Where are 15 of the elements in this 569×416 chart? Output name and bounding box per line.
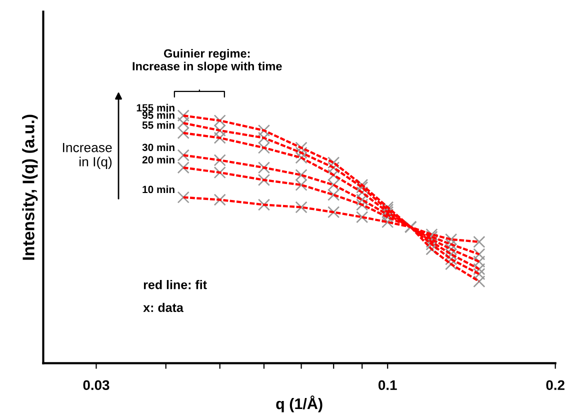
- text: Guinier regime: Increase in slope with time: [132, 48, 282, 73]
- y-axis-title: Intensity, I(q) (a.u.): [22, 114, 38, 260]
- series-label: 155 min: [136, 104, 174, 112]
- annotation: Increase in I(q): [62, 143, 112, 170]
- series-label: 30 min: [142, 143, 174, 152]
- annotation: red line: fit: [144, 280, 207, 290]
- series-label: 20 min: [142, 156, 174, 164]
- x-tick-label: 0.2: [546, 380, 564, 390]
- x-tick-label: 0.1: [378, 380, 397, 390]
- annotation: x: data: [143, 302, 184, 312]
- x-axis-title: q (1/Å): [276, 396, 322, 412]
- series-label: 55 min: [142, 121, 174, 129]
- series-label: 95 min: [142, 111, 174, 119]
- x-tick-label: 0.03: [83, 380, 110, 390]
- series-label: 10 min: [142, 186, 174, 194]
